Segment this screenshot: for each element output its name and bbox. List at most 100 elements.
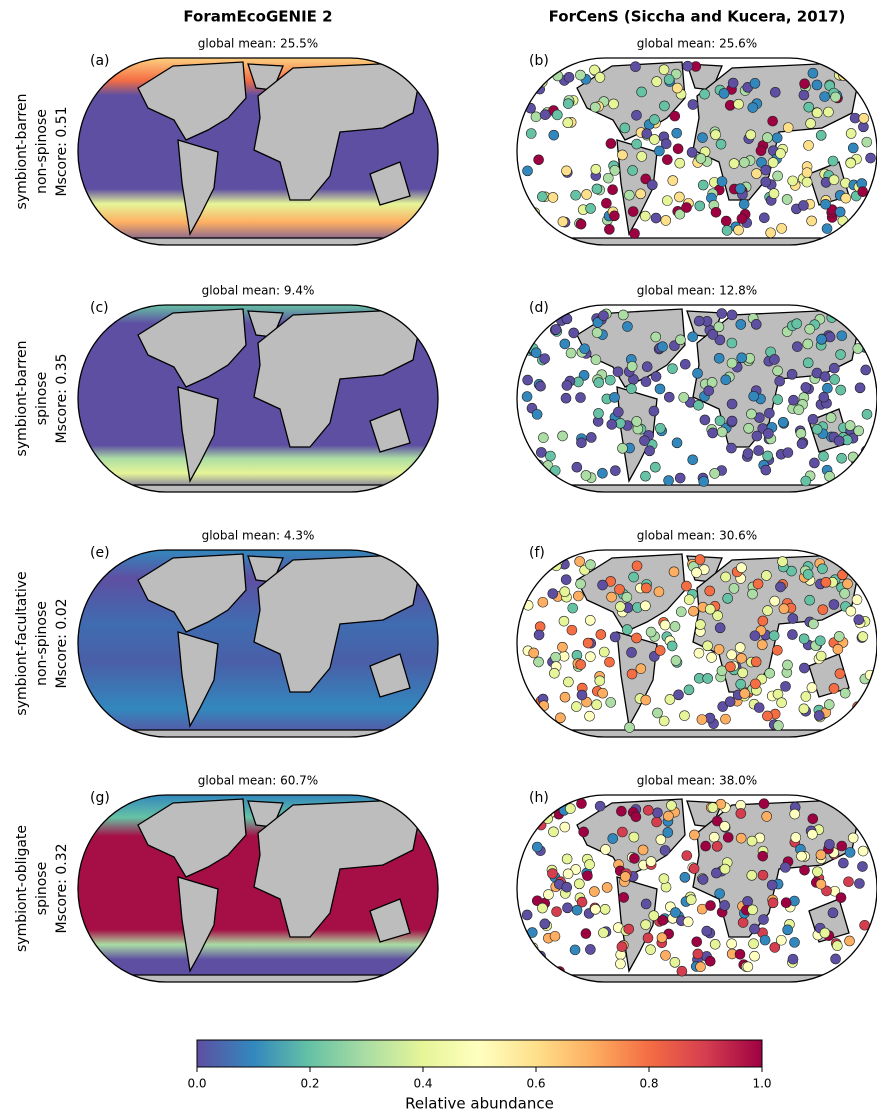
- sample-site: [762, 605, 773, 616]
- sample-site: [743, 423, 754, 434]
- map-body: [78, 305, 438, 492]
- sample-site: [521, 217, 533, 228]
- sample-site: [605, 138, 617, 149]
- sample-site: [802, 338, 814, 350]
- sample-site: [815, 130, 827, 141]
- sample-site: [559, 586, 571, 598]
- sample-site: [565, 803, 576, 814]
- sample-site: [776, 223, 787, 234]
- sample-site: [525, 128, 537, 139]
- sample-site: [671, 437, 683, 449]
- sample-site: [815, 635, 826, 647]
- sample-site: [580, 470, 592, 481]
- sample-site: [807, 413, 819, 425]
- sample-site: [635, 663, 647, 674]
- global-mean: global mean: 60.7%: [198, 774, 318, 788]
- sample-site: [650, 371, 662, 382]
- sample-site: [649, 134, 660, 145]
- sample-site: [626, 647, 637, 658]
- sample-site: [650, 212, 662, 224]
- sample-site: [749, 923, 760, 935]
- panel-tag: (d): [529, 300, 549, 316]
- sample-site: [826, 312, 838, 323]
- sample-site: [571, 904, 583, 916]
- sample-site: [566, 624, 578, 636]
- sample-site: [757, 850, 769, 862]
- sample-site: [727, 77, 739, 89]
- sample-site: [775, 148, 786, 159]
- sample-site: [709, 468, 720, 479]
- sample-site: [736, 652, 747, 664]
- sample-site: [761, 570, 772, 581]
- sample-site: [758, 914, 769, 925]
- sample-site: [834, 668, 846, 679]
- sample-site: [746, 408, 757, 420]
- sample-site: [704, 585, 716, 597]
- sample-site: [568, 327, 580, 339]
- sample-site: [771, 132, 783, 144]
- sample-site: [528, 215, 540, 227]
- sample-site: [585, 944, 596, 955]
- sample-site: [857, 861, 868, 872]
- sample-site: [795, 428, 807, 439]
- sample-site: [627, 165, 638, 176]
- sample-site: [563, 676, 574, 688]
- sample-site: [580, 928, 592, 939]
- colorbar-tick-label: 0.4: [413, 1077, 432, 1091]
- sample-site: [835, 384, 847, 396]
- sample-site: [819, 371, 831, 382]
- sample-site: [671, 127, 683, 139]
- sample-site: [858, 113, 870, 124]
- sample-site: [575, 659, 587, 670]
- sample-site: [855, 458, 867, 469]
- sample-site: [734, 948, 746, 960]
- sample-site: [538, 432, 549, 443]
- sample-site: [845, 128, 857, 139]
- sample-site: [662, 827, 674, 838]
- sample-site: [522, 374, 533, 386]
- sample-site: [726, 938, 737, 950]
- sample-site: [609, 210, 620, 222]
- sample-site: [693, 647, 705, 659]
- colorbar-tick-label: 0.6: [526, 1077, 545, 1091]
- sample-site: [597, 467, 608, 479]
- sample-site: [550, 324, 562, 335]
- sample-site: [714, 622, 726, 634]
- sample-site: [691, 936, 703, 948]
- sample-site: [694, 554, 706, 565]
- sample-site: [630, 811, 642, 823]
- sample-site: [857, 845, 869, 857]
- sample-site: [539, 109, 551, 121]
- sample-site: [631, 632, 642, 644]
- sample-site: [524, 956, 535, 968]
- sample-site: [769, 86, 781, 98]
- sample-site: [608, 98, 619, 110]
- sample-site: [714, 415, 726, 427]
- sample-site: [523, 314, 535, 326]
- sample-site: [838, 857, 849, 869]
- sample-site: [631, 138, 642, 150]
- sample-site: [559, 338, 571, 350]
- sample-site: [817, 604, 829, 615]
- sample-site: [836, 330, 848, 342]
- sample-site: [562, 98, 574, 109]
- sample-site: [773, 720, 784, 731]
- sample-site: [778, 603, 790, 615]
- sample-site: [605, 697, 617, 708]
- sample-site: [762, 450, 773, 462]
- sample-site: [542, 813, 553, 825]
- sample-site: [563, 71, 575, 83]
- sample-site: [609, 392, 620, 403]
- sample-site: [710, 207, 722, 218]
- sample-site: [645, 856, 657, 867]
- sample-site: [548, 230, 560, 241]
- sample-site: [584, 859, 595, 870]
- sample-site: [525, 222, 537, 234]
- sample-site: [570, 189, 581, 201]
- sample-site: [586, 432, 597, 443]
- sample-site: [681, 202, 692, 213]
- sample-site: [854, 382, 866, 394]
- sample-site: [850, 73, 862, 84]
- sample-site: [788, 394, 799, 406]
- sample-site: [531, 808, 542, 819]
